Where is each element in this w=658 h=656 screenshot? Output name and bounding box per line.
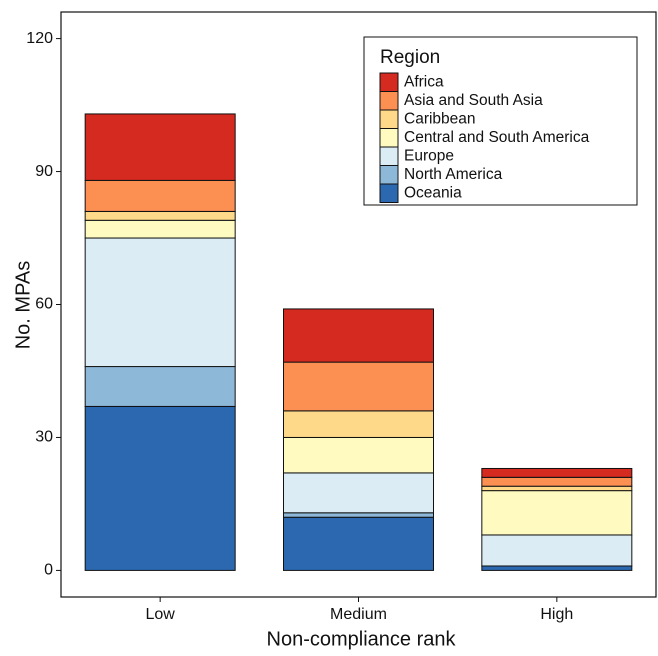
legend-label: Caribbean	[404, 110, 476, 127]
bar-segment	[84, 219, 236, 239]
bar-segment	[84, 237, 236, 368]
legend-label: Oceania	[404, 184, 462, 201]
bar-segment	[283, 410, 434, 438]
y-tick-label: 60	[35, 296, 53, 313]
legend-swatch	[379, 128, 399, 148]
bar-segment	[481, 490, 633, 536]
bar-segment	[481, 467, 633, 478]
bar-segment	[283, 308, 434, 363]
y-tick-label: 90	[35, 163, 53, 180]
bar-segment	[283, 361, 434, 412]
legend-swatch	[379, 183, 399, 203]
legend-label: Asia and South Asia	[404, 92, 543, 109]
bar-segment	[481, 476, 633, 487]
bar-segment	[283, 512, 434, 518]
y-tick-label: 0	[44, 562, 53, 579]
bar-segment	[283, 472, 434, 514]
bar-segment	[84, 179, 236, 212]
legend-swatch	[379, 72, 399, 92]
legend-swatch	[379, 109, 399, 129]
x-axis-label: Non-compliance rank	[267, 628, 457, 650]
bar-segment	[283, 516, 434, 571]
bar-segment	[481, 534, 633, 567]
legend-label: Africa	[404, 73, 444, 90]
bar-segment	[84, 366, 236, 407]
bar-segment	[84, 113, 236, 181]
bar-segment	[84, 210, 236, 221]
y-tick-label: 120	[26, 30, 53, 47]
legend-title: Region	[380, 47, 440, 68]
bar-segment	[481, 565, 633, 571]
legend-label: Central and South America	[404, 129, 590, 146]
y-tick-label: 30	[35, 429, 53, 446]
bar-segment	[283, 436, 434, 474]
legend-box	[363, 36, 638, 206]
legend-label: Europe	[404, 147, 454, 164]
x-tick-label: Low	[145, 606, 175, 623]
x-tick-label: High	[540, 606, 573, 623]
bar-segment	[84, 405, 236, 571]
x-tick-label: Medium	[330, 606, 387, 623]
bar-segment	[481, 485, 633, 492]
legend-swatch	[379, 91, 399, 111]
legend-swatch	[379, 146, 399, 166]
legend-swatch	[379, 165, 399, 185]
legend-label: North America	[404, 166, 503, 183]
y-axis-label: No. MPAs	[12, 261, 34, 350]
